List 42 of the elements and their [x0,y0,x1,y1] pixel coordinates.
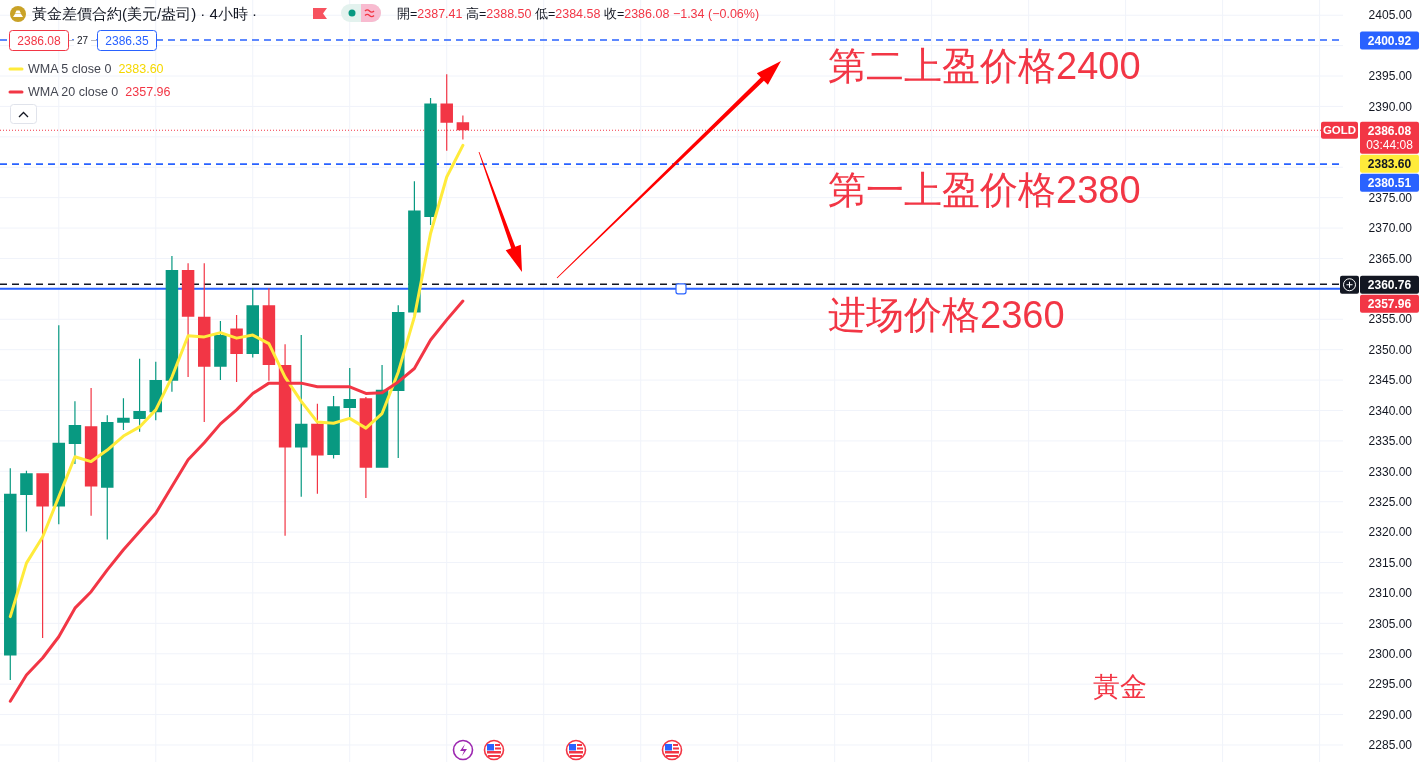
annotation: 2386.35 [105,33,150,48]
y-tick-label: 2300.00 [1368,646,1413,661]
y-tick-label: 2325.00 [1368,494,1413,509]
ref-line-label: 2360.76 [1367,277,1412,292]
annotation: 进场价格2360 [828,293,1065,336]
text: 03:44:08 [1366,137,1414,152]
y-tick-label: 2390.00 [1368,99,1413,114]
annotation: 第一上盈价格2380 [828,168,1141,211]
text: 開=2387.41 高=2388.50 低=2384.58 收=2386.08 −1.34 (−0.06%) [397,7,760,22]
y-tick-label: 2330.00 [1368,464,1413,479]
y-tick-label: 2345.00 [1368,373,1413,388]
y-tick-label: 2290.00 [1368,707,1413,722]
y-tick-label: 2310.00 [1368,586,1413,601]
y-tick-label: 2350.00 [1368,342,1413,357]
y-tick-label: 2295.00 [1368,677,1413,692]
ref-line-label: 2380.51 [1367,175,1412,190]
annotation: 27 [76,35,89,46]
annotation: 2357.96 [125,85,171,100]
y-tick-label: 2375.00 [1368,190,1413,205]
y-tick-label: 2320.00 [1368,525,1413,540]
legend-label: WMA 5 close 0 [28,62,112,77]
ref-line-label: 2386.08 [1367,123,1412,138]
y-tick-label: 2285.00 [1368,738,1413,753]
annotation: 黃金 [1093,671,1147,702]
y-tick-label: 2355.00 [1368,312,1413,327]
text: 2383.60 [1367,156,1412,171]
y-tick-label: 2315.00 [1368,555,1413,570]
y-tick-label: 2370.00 [1368,221,1413,236]
y-tick-label: 2405.00 [1368,8,1413,23]
chart-title: 黃金差價合約(美元/盎司) · 4小時 · [32,5,257,23]
y-tick-label: 2335.00 [1368,434,1413,449]
annotation: 第二上盈价格2400 [828,44,1141,87]
annotation: 2386.08 [17,33,62,48]
ref-line-label: 2400.92 [1367,33,1412,48]
y-tick-label: 2365.00 [1368,251,1413,266]
y-tick-label: 2305.00 [1368,616,1413,631]
annotation: 2383.60 [118,62,164,77]
text: 2357.96 [1367,296,1412,311]
annotation: GOLD [1322,124,1357,137]
legend-label: WMA 20 close 0 [28,85,119,100]
y-tick-label: 2395.00 [1368,69,1413,84]
y-tick-label: 2340.00 [1368,403,1413,418]
